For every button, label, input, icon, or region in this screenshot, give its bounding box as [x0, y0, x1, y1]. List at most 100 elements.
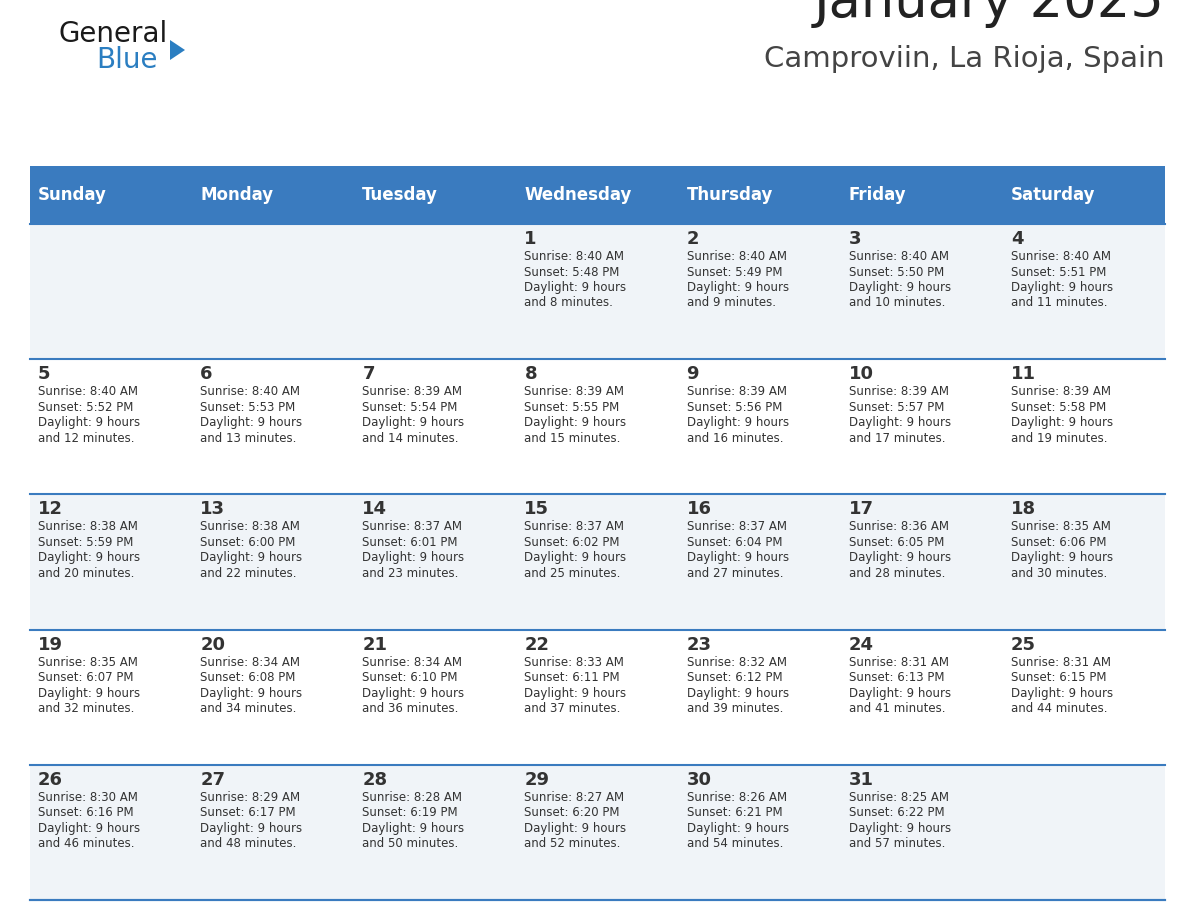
Text: Sunrise: 8:34 AM: Sunrise: 8:34 AM: [362, 655, 462, 668]
Text: January 2025: January 2025: [814, 0, 1165, 28]
Text: Sunset: 5:51 PM: Sunset: 5:51 PM: [1011, 265, 1106, 278]
Text: Sunset: 6:12 PM: Sunset: 6:12 PM: [687, 671, 782, 684]
Bar: [30, 166, 1165, 224]
Text: Sunrise: 8:40 AM: Sunrise: 8:40 AM: [38, 386, 138, 398]
Text: Sunrise: 8:40 AM: Sunrise: 8:40 AM: [200, 386, 301, 398]
Text: Blue: Blue: [96, 46, 158, 74]
Text: Sunrise: 8:32 AM: Sunrise: 8:32 AM: [687, 655, 786, 668]
Text: 2: 2: [687, 230, 699, 248]
Text: 12: 12: [38, 500, 63, 519]
Polygon shape: [170, 40, 185, 60]
Text: Sunrise: 8:37 AM: Sunrise: 8:37 AM: [362, 521, 462, 533]
Text: and 46 minutes.: and 46 minutes.: [38, 837, 134, 850]
Text: Camproviin, La Rioja, Spain: Camproviin, La Rioja, Spain: [764, 45, 1165, 73]
Text: 14: 14: [362, 500, 387, 519]
Text: Sunrise: 8:31 AM: Sunrise: 8:31 AM: [848, 655, 949, 668]
Text: 1: 1: [524, 230, 537, 248]
Text: Sunrise: 8:40 AM: Sunrise: 8:40 AM: [1011, 250, 1111, 263]
Text: Sunrise: 8:28 AM: Sunrise: 8:28 AM: [362, 790, 462, 804]
Text: and 13 minutes.: and 13 minutes.: [200, 431, 297, 444]
Text: and 32 minutes.: and 32 minutes.: [38, 702, 134, 715]
Text: Daylight: 9 hours: Daylight: 9 hours: [848, 822, 950, 834]
Text: and 39 minutes.: and 39 minutes.: [687, 702, 783, 715]
Text: Daylight: 9 hours: Daylight: 9 hours: [362, 822, 465, 834]
Text: Daylight: 9 hours: Daylight: 9 hours: [848, 416, 950, 430]
Text: 16: 16: [687, 500, 712, 519]
Text: Sunrise: 8:40 AM: Sunrise: 8:40 AM: [687, 250, 786, 263]
Text: Sunrise: 8:40 AM: Sunrise: 8:40 AM: [848, 250, 949, 263]
Text: Thursday: Thursday: [687, 186, 773, 204]
Text: Sunset: 6:16 PM: Sunset: 6:16 PM: [38, 806, 133, 819]
Text: 25: 25: [1011, 635, 1036, 654]
Text: Sunset: 6:10 PM: Sunset: 6:10 PM: [362, 671, 457, 684]
Text: Daylight: 9 hours: Daylight: 9 hours: [38, 552, 140, 565]
Text: Daylight: 9 hours: Daylight: 9 hours: [687, 822, 789, 834]
Text: Daylight: 9 hours: Daylight: 9 hours: [200, 687, 302, 700]
Text: Sunrise: 8:37 AM: Sunrise: 8:37 AM: [524, 521, 625, 533]
Text: and 9 minutes.: and 9 minutes.: [687, 297, 776, 309]
Text: and 11 minutes.: and 11 minutes.: [1011, 297, 1107, 309]
Text: and 10 minutes.: and 10 minutes.: [848, 297, 946, 309]
Text: Sunrise: 8:31 AM: Sunrise: 8:31 AM: [1011, 655, 1111, 668]
Text: Sunrise: 8:33 AM: Sunrise: 8:33 AM: [524, 655, 625, 668]
Text: Daylight: 9 hours: Daylight: 9 hours: [200, 552, 302, 565]
Text: Sunset: 6:02 PM: Sunset: 6:02 PM: [524, 536, 620, 549]
Text: Sunday: Sunday: [38, 186, 107, 204]
Text: Daylight: 9 hours: Daylight: 9 hours: [687, 281, 789, 294]
Bar: [30, 359, 1165, 495]
Text: 29: 29: [524, 771, 549, 789]
Bar: [30, 224, 1165, 359]
Text: Friday: Friday: [848, 186, 906, 204]
Text: Sunset: 6:20 PM: Sunset: 6:20 PM: [524, 806, 620, 819]
Text: Sunset: 6:04 PM: Sunset: 6:04 PM: [687, 536, 782, 549]
Text: Daylight: 9 hours: Daylight: 9 hours: [200, 416, 302, 430]
Bar: [30, 630, 1165, 765]
Text: 4: 4: [1011, 230, 1023, 248]
Text: Sunrise: 8:40 AM: Sunrise: 8:40 AM: [524, 250, 625, 263]
Text: Daylight: 9 hours: Daylight: 9 hours: [687, 552, 789, 565]
Bar: [30, 495, 1165, 630]
Text: 19: 19: [38, 635, 63, 654]
Text: 7: 7: [362, 365, 374, 383]
Text: and 17 minutes.: and 17 minutes.: [848, 431, 946, 444]
Text: Daylight: 9 hours: Daylight: 9 hours: [1011, 281, 1113, 294]
Text: Sunset: 6:17 PM: Sunset: 6:17 PM: [200, 806, 296, 819]
Text: and 23 minutes.: and 23 minutes.: [362, 567, 459, 580]
Text: Daylight: 9 hours: Daylight: 9 hours: [38, 822, 140, 834]
Text: and 54 minutes.: and 54 minutes.: [687, 837, 783, 850]
Text: Sunset: 6:19 PM: Sunset: 6:19 PM: [362, 806, 457, 819]
Text: and 12 minutes.: and 12 minutes.: [38, 431, 134, 444]
Text: Daylight: 9 hours: Daylight: 9 hours: [848, 552, 950, 565]
Text: Daylight: 9 hours: Daylight: 9 hours: [38, 687, 140, 700]
Text: and 16 minutes.: and 16 minutes.: [687, 431, 783, 444]
Text: 26: 26: [38, 771, 63, 789]
Text: Sunset: 6:21 PM: Sunset: 6:21 PM: [687, 806, 782, 819]
Text: Daylight: 9 hours: Daylight: 9 hours: [38, 416, 140, 430]
Text: and 8 minutes.: and 8 minutes.: [524, 297, 613, 309]
Text: 20: 20: [200, 635, 226, 654]
Text: Sunrise: 8:30 AM: Sunrise: 8:30 AM: [38, 790, 138, 804]
Text: 3: 3: [848, 230, 861, 248]
Text: 6: 6: [200, 365, 213, 383]
Text: and 14 minutes.: and 14 minutes.: [362, 431, 459, 444]
Text: and 30 minutes.: and 30 minutes.: [1011, 567, 1107, 580]
Text: Sunset: 5:49 PM: Sunset: 5:49 PM: [687, 265, 782, 278]
Text: 22: 22: [524, 635, 549, 654]
Text: Daylight: 9 hours: Daylight: 9 hours: [524, 281, 626, 294]
Text: Sunrise: 8:25 AM: Sunrise: 8:25 AM: [848, 790, 949, 804]
Text: 5: 5: [38, 365, 51, 383]
Text: 15: 15: [524, 500, 549, 519]
Text: Sunrise: 8:29 AM: Sunrise: 8:29 AM: [200, 790, 301, 804]
Text: Sunset: 6:05 PM: Sunset: 6:05 PM: [848, 536, 944, 549]
Text: Daylight: 9 hours: Daylight: 9 hours: [1011, 687, 1113, 700]
Text: Daylight: 9 hours: Daylight: 9 hours: [848, 281, 950, 294]
Text: Sunset: 6:11 PM: Sunset: 6:11 PM: [524, 671, 620, 684]
Text: Sunrise: 8:35 AM: Sunrise: 8:35 AM: [1011, 521, 1111, 533]
Text: Sunset: 5:59 PM: Sunset: 5:59 PM: [38, 536, 133, 549]
Text: 23: 23: [687, 635, 712, 654]
Text: Sunset: 5:54 PM: Sunset: 5:54 PM: [362, 400, 457, 414]
Text: Sunrise: 8:34 AM: Sunrise: 8:34 AM: [200, 655, 301, 668]
Text: Daylight: 9 hours: Daylight: 9 hours: [687, 687, 789, 700]
Text: Sunset: 5:58 PM: Sunset: 5:58 PM: [1011, 400, 1106, 414]
Text: Sunset: 6:13 PM: Sunset: 6:13 PM: [848, 671, 944, 684]
